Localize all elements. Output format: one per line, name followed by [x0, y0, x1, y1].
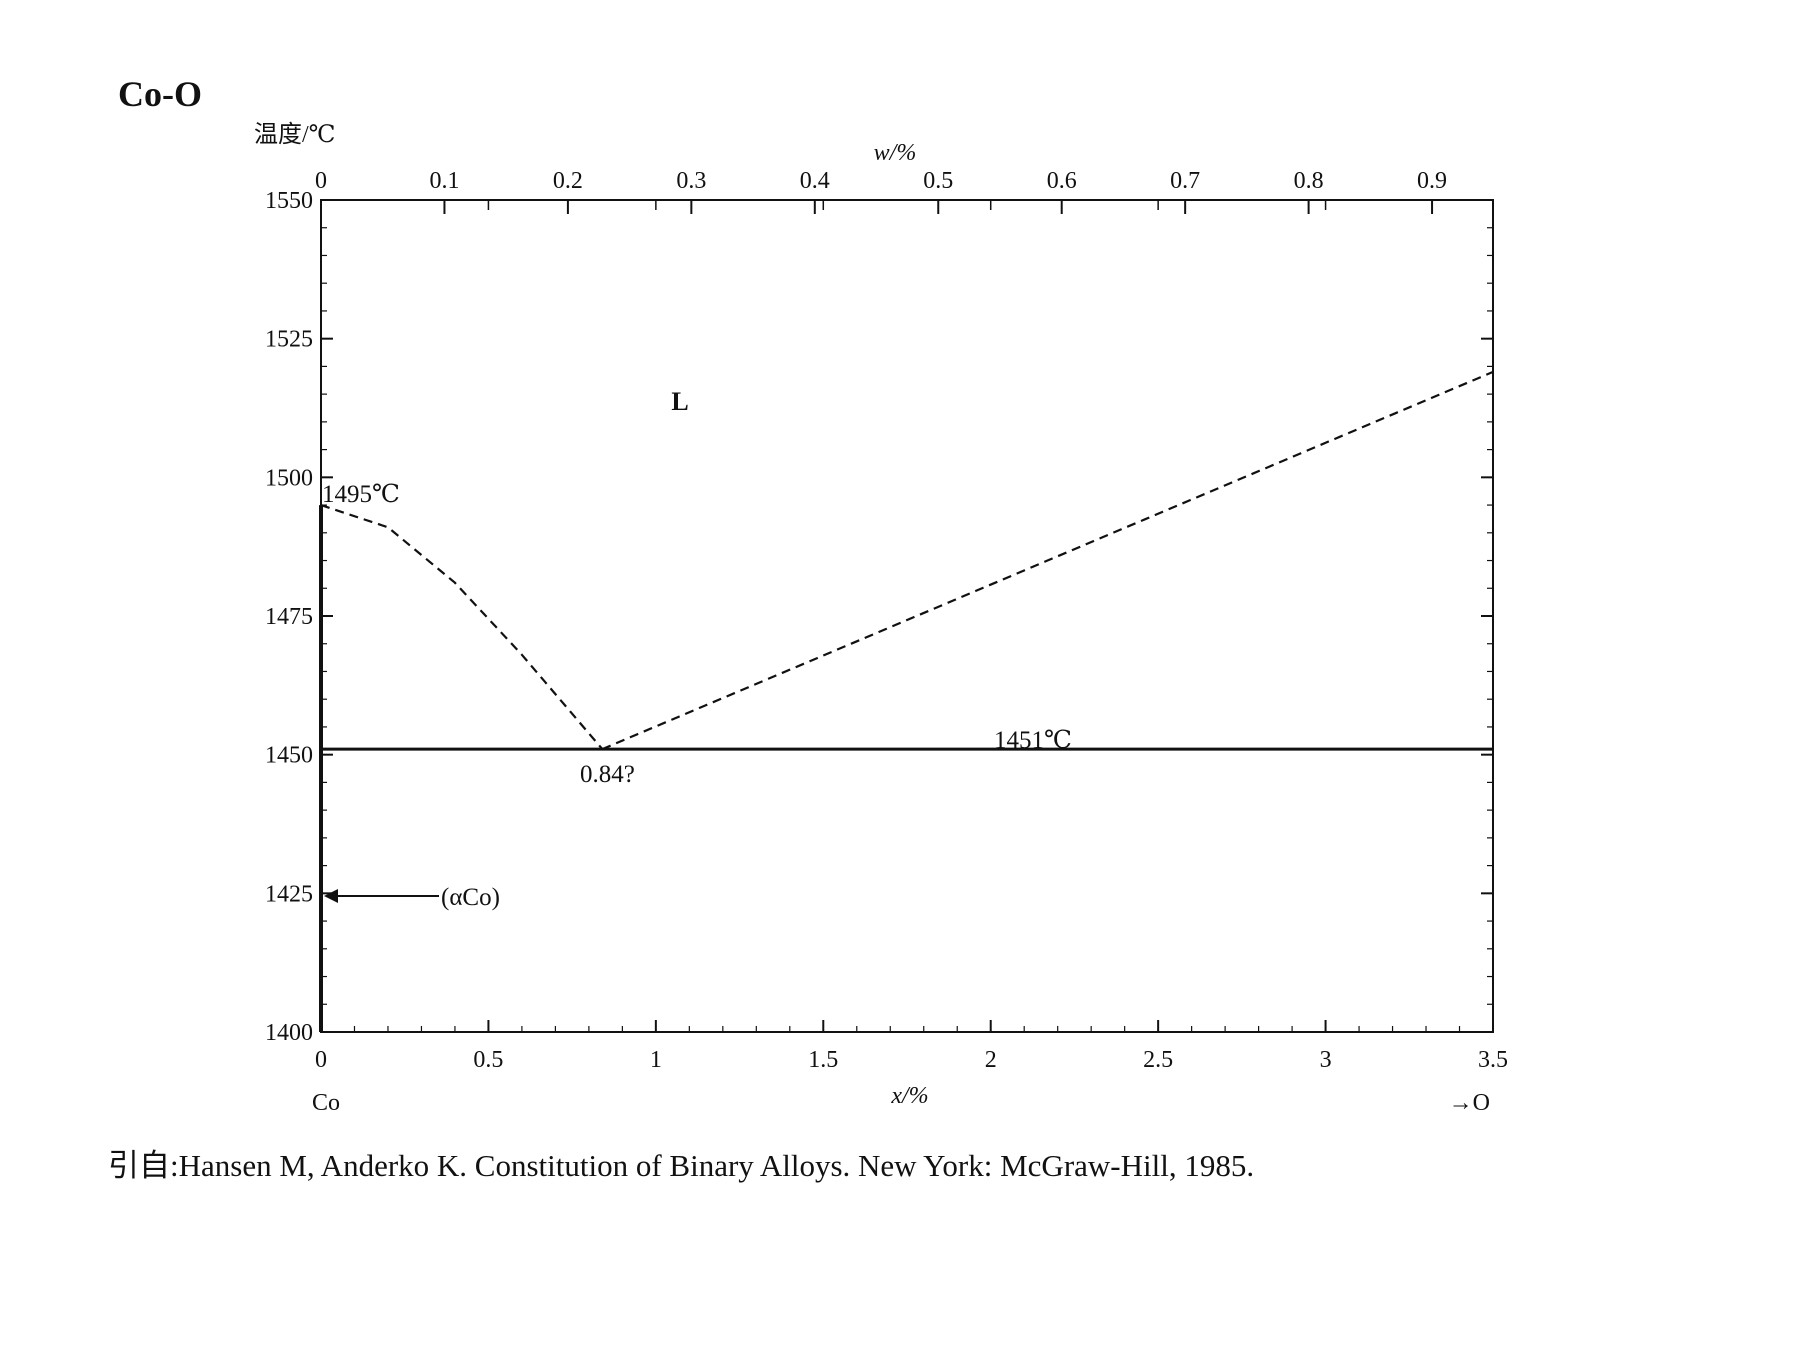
x-tick-label: 0.5: [473, 1047, 503, 1073]
y-tick-label: 1425: [265, 881, 313, 907]
y-tick-label: 1400: [265, 1020, 313, 1046]
x2-tick-label: 0: [315, 168, 327, 194]
x2-tick-label: 0.7: [1170, 168, 1200, 194]
phase-label-liquid: L: [671, 387, 688, 416]
y-tick-label: 1450: [265, 743, 313, 769]
alpha-co-label: (αCo): [441, 884, 500, 911]
x2-tick-label: 0.4: [800, 168, 830, 194]
left-element-label: Co: [312, 1090, 340, 1116]
x-tick-label: 1.5: [808, 1047, 838, 1073]
y-tick-label: 1500: [265, 465, 313, 491]
axis-tick-labels: 0 0.5 1 1.5 2 2.5 3 3.5 1400 1425 1450 1475 1500 1525…: [265, 168, 1508, 1073]
alpha-co-arrow: [324, 889, 439, 903]
y-tick-label: 1475: [265, 604, 313, 630]
x-tick-label: 2: [985, 1047, 997, 1073]
x2-tick-label: 0.8: [1294, 168, 1324, 194]
x-tick-label: 2.5: [1143, 1047, 1173, 1073]
x2-tick-label: 0.5: [923, 168, 953, 194]
x-tick-label: 3: [1320, 1047, 1332, 1073]
x2-tick-label: 0.1: [429, 168, 459, 194]
chart-title: Co-O: [118, 74, 202, 114]
melting-point-label: 1495℃: [322, 481, 400, 508]
y-tick-label: 1550: [265, 188, 313, 214]
x2-tick-label: 0.6: [1047, 168, 1077, 194]
x-tick-label: 3.5: [1478, 1047, 1508, 1073]
x2-tick-label: 0.3: [676, 168, 706, 194]
right-element-label: →O: [1449, 1090, 1490, 1116]
eutectic-temp-label: 1451℃: [994, 727, 1072, 754]
phase-boundary-0: [320, 504, 604, 750]
y-axis-label: 温度/℃: [254, 121, 336, 148]
phase-boundary-1: [601, 370, 1494, 751]
x-tick-label: 1: [650, 1047, 662, 1073]
caption: 引自:Hansen M, Anderko K. Constitution of …: [108, 1148, 1255, 1183]
y-tick-label: 1525: [265, 327, 313, 353]
x2-tick-label: 0.2: [553, 168, 583, 194]
eutectic-comp-label: 0.84?: [580, 761, 635, 788]
x2-tick-label: 0.9: [1417, 168, 1447, 194]
x-tick-label: 0: [315, 1047, 327, 1073]
top-axis-label: w/%: [874, 140, 917, 166]
x-axis-label: x/%: [890, 1083, 928, 1109]
phase-boundaries: [319, 370, 1494, 1032]
